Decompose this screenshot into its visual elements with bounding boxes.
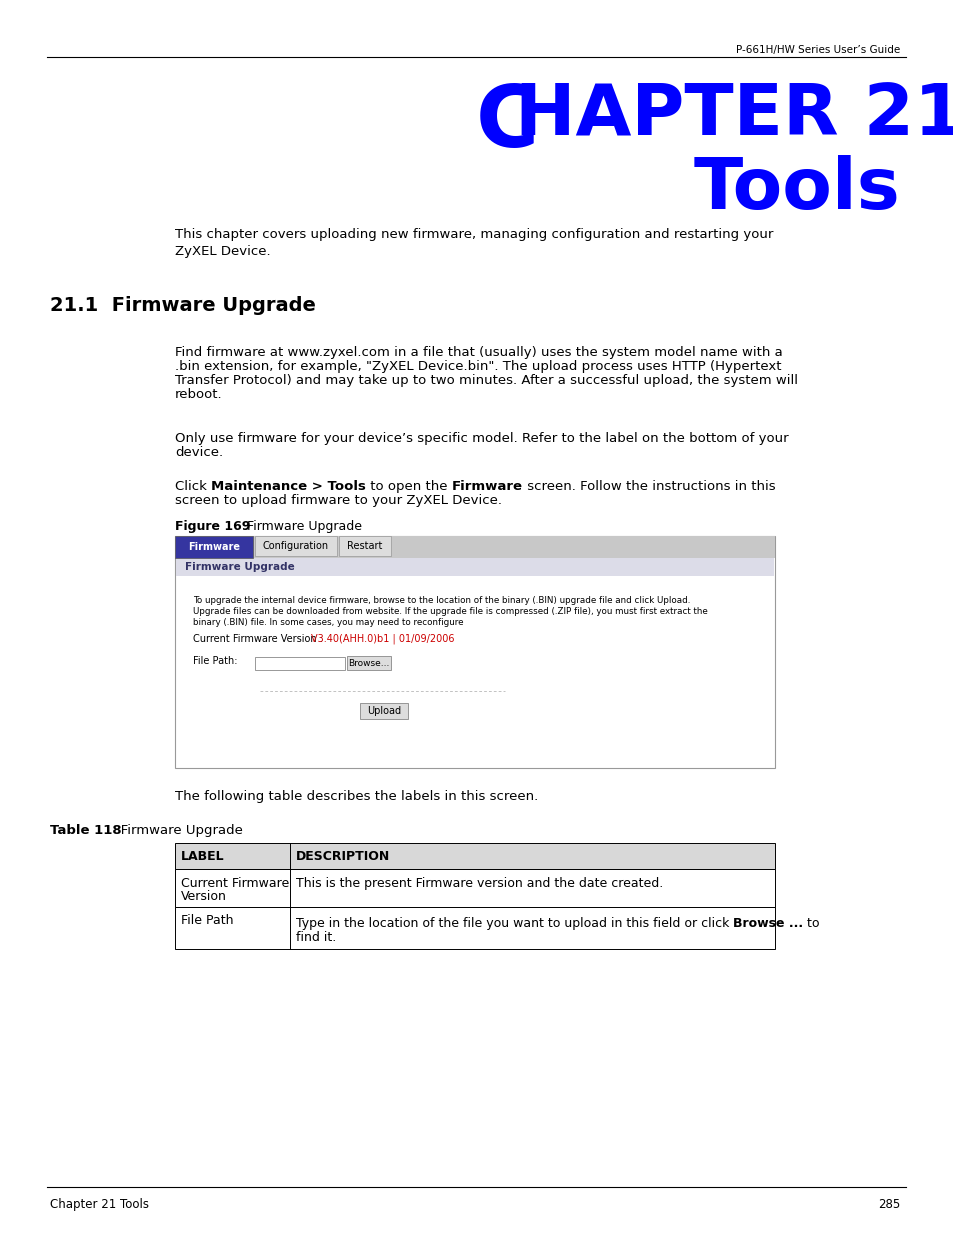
Text: HAPTER 21: HAPTER 21 (515, 82, 953, 151)
Bar (174, 536, 774, 768)
Text: screen to upload firmware to your ZyXEL Device.: screen to upload firmware to your ZyXEL … (174, 494, 501, 508)
Text: Type in the location of the file you want to upload in this field or click: Type in the location of the file you wan… (295, 918, 733, 930)
Text: Click: Click (174, 480, 211, 493)
Text: Version: Version (181, 890, 227, 903)
Text: to: to (802, 918, 820, 930)
Bar (174, 844, 774, 869)
Bar (174, 536, 774, 558)
Text: Maintenance > Tools: Maintenance > Tools (211, 480, 366, 493)
Text: find it.: find it. (295, 931, 335, 944)
Text: Table 118: Table 118 (50, 824, 121, 837)
Bar (338, 536, 391, 556)
Text: File Path:: File Path: (193, 656, 237, 666)
Text: This is the present Firmware version and the date created.: This is the present Firmware version and… (295, 877, 662, 889)
Bar (347, 656, 391, 671)
Text: Firmware: Firmware (452, 480, 522, 493)
Text: .bin extension, for example, "ZyXEL Device.bin". The upload process uses HTTP (H: .bin extension, for example, "ZyXEL Devi… (174, 359, 781, 373)
Text: reboot.: reboot. (174, 388, 222, 401)
Text: Figure 169: Figure 169 (174, 520, 250, 534)
Bar (175, 558, 773, 576)
Text: 21.1  Firmware Upgrade: 21.1 Firmware Upgrade (50, 296, 315, 315)
Bar (174, 536, 253, 558)
Text: 285: 285 (877, 1198, 899, 1212)
Text: Tools: Tools (693, 156, 899, 224)
Text: Chapter 21 Tools: Chapter 21 Tools (50, 1198, 149, 1212)
Text: to open the: to open the (366, 480, 452, 493)
Bar (254, 657, 345, 671)
Text: Browse...: Browse... (348, 658, 389, 667)
Text: P-661H/HW Series User’s Guide: P-661H/HW Series User’s Guide (735, 44, 899, 56)
Text: V3.40(AHH.0)b1 | 01/09/2006: V3.40(AHH.0)b1 | 01/09/2006 (311, 634, 454, 645)
Text: Upload: Upload (367, 706, 400, 716)
Text: Current Firmware: Current Firmware (181, 877, 289, 890)
Text: Transfer Protocol) and may take up to two minutes. After a successful upload, th: Transfer Protocol) and may take up to tw… (174, 374, 797, 387)
Bar (254, 536, 336, 556)
Text: Restart: Restart (347, 541, 382, 551)
Text: Current Firmware Version :: Current Firmware Version : (193, 634, 326, 643)
Text: Firmware Upgrade: Firmware Upgrade (108, 824, 243, 837)
Text: File Path: File Path (181, 914, 233, 927)
Text: Configuration: Configuration (263, 541, 329, 551)
Bar (174, 869, 774, 906)
Text: This chapter covers uploading new firmware, managing configuration and restartin: This chapter covers uploading new firmwa… (174, 228, 773, 258)
Text: C: C (476, 82, 538, 165)
Text: Find firmware at www.zyxel.com in a file that (usually) uses the system model na: Find firmware at www.zyxel.com in a file… (174, 346, 781, 359)
Text: screen. Follow the instructions in this: screen. Follow the instructions in this (522, 480, 775, 493)
Text: To upgrade the internal device firmware, browse to the location of the binary (.: To upgrade the internal device firmware,… (193, 597, 690, 605)
Bar (174, 906, 774, 948)
Text: LABEL: LABEL (181, 850, 224, 862)
Text: Browse ...: Browse ... (733, 918, 802, 930)
Bar (359, 703, 408, 719)
Text: DESCRIPTION: DESCRIPTION (295, 850, 390, 862)
Text: Firmware: Firmware (188, 542, 240, 552)
Text: Firmware Upgrade: Firmware Upgrade (234, 520, 361, 534)
Text: binary (.BIN) file. In some cases, you may need to reconfigure: binary (.BIN) file. In some cases, you m… (193, 618, 463, 627)
Text: device.: device. (174, 446, 223, 459)
Text: Upgrade files can be downloaded from website. If the upgrade file is compressed : Upgrade files can be downloaded from web… (193, 606, 707, 616)
Text: The following table describes the labels in this screen.: The following table describes the labels… (174, 790, 537, 803)
Text: Firmware Upgrade: Firmware Upgrade (185, 562, 294, 572)
Text: Only use firmware for your device’s specific model. Refer to the label on the bo: Only use firmware for your device’s spec… (174, 432, 788, 445)
